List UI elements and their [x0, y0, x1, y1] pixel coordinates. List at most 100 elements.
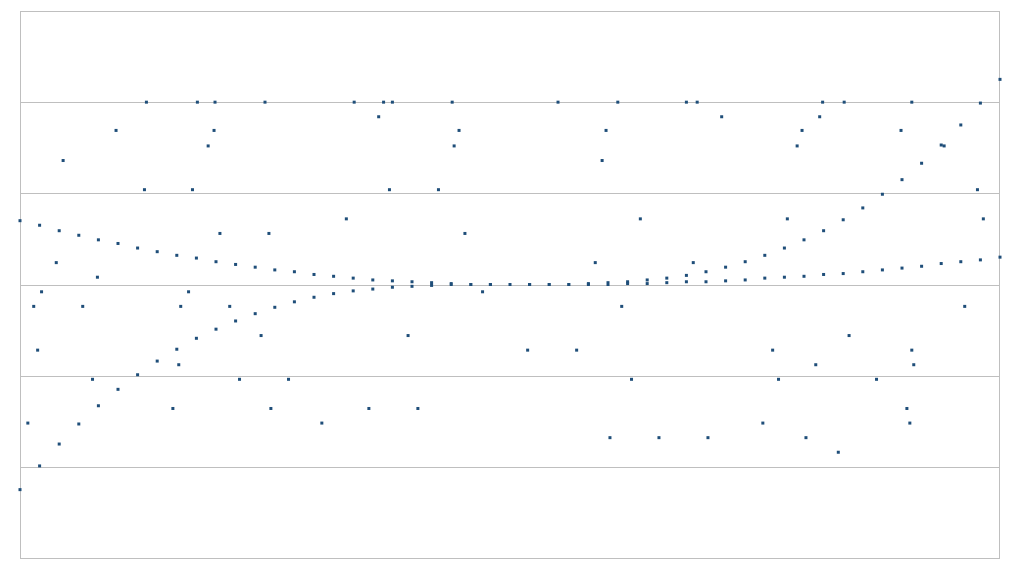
- point: [804, 436, 808, 440]
- point: [18, 488, 22, 492]
- point: [704, 270, 708, 274]
- point: [351, 289, 355, 293]
- point: [390, 100, 394, 104]
- point: [630, 377, 634, 381]
- point: [978, 101, 982, 105]
- point: [942, 144, 946, 148]
- point: [508, 283, 512, 286]
- point: [273, 268, 277, 272]
- point: [194, 256, 198, 260]
- point: [782, 246, 786, 250]
- point: [814, 363, 818, 367]
- point: [836, 450, 840, 454]
- point: [880, 268, 884, 272]
- point: [900, 178, 904, 182]
- point: [430, 283, 434, 287]
- point: [795, 144, 799, 148]
- point: [626, 282, 630, 286]
- point: [177, 363, 181, 367]
- point: [802, 274, 806, 278]
- point: [724, 265, 728, 269]
- point: [351, 276, 355, 280]
- point: [593, 261, 597, 265]
- point: [144, 100, 148, 104]
- point: [900, 266, 904, 270]
- point: [875, 377, 879, 381]
- point: [54, 261, 58, 265]
- point: [95, 275, 99, 279]
- point: [253, 265, 257, 269]
- point: [57, 229, 61, 233]
- point: [785, 217, 789, 221]
- point: [273, 305, 277, 309]
- point: [452, 144, 456, 148]
- point: [665, 276, 669, 280]
- point: [136, 373, 140, 377]
- point: [488, 283, 492, 286]
- point: [179, 304, 183, 308]
- point: [332, 292, 336, 296]
- point: [312, 272, 316, 276]
- point: [939, 262, 943, 266]
- point: [684, 100, 688, 104]
- point: [684, 273, 688, 277]
- point: [292, 300, 296, 304]
- point: [218, 231, 222, 235]
- point: [175, 347, 179, 351]
- point: [267, 231, 271, 235]
- point: [212, 128, 216, 132]
- point: [600, 159, 604, 163]
- point: [880, 192, 884, 196]
- point: [657, 436, 661, 440]
- point: [684, 280, 688, 284]
- point: [528, 283, 532, 286]
- point: [626, 280, 630, 284]
- point: [263, 100, 267, 104]
- point: [406, 334, 410, 338]
- point: [195, 100, 199, 104]
- point: [114, 128, 118, 132]
- point: [81, 304, 85, 308]
- point: [763, 276, 767, 280]
- point: [547, 283, 551, 286]
- point: [822, 229, 826, 233]
- point: [61, 159, 65, 163]
- point: [899, 128, 903, 132]
- point: [430, 281, 434, 285]
- point: [18, 219, 22, 223]
- point: [818, 115, 822, 119]
- point: [332, 274, 336, 278]
- point: [371, 287, 375, 291]
- point: [691, 261, 695, 265]
- point: [998, 255, 1002, 259]
- point: [136, 246, 140, 250]
- point: [910, 348, 914, 352]
- point: [38, 464, 42, 468]
- point: [175, 253, 179, 257]
- point: [575, 348, 579, 352]
- point: [822, 272, 826, 276]
- point: [567, 283, 571, 286]
- point: [981, 217, 985, 221]
- point: [116, 241, 120, 245]
- point: [724, 279, 728, 283]
- point: [638, 217, 642, 221]
- point: [608, 436, 612, 440]
- point: [847, 334, 851, 338]
- point: [695, 100, 699, 104]
- point: [782, 275, 786, 279]
- point: [771, 348, 775, 352]
- point: [706, 436, 710, 440]
- point: [371, 278, 375, 282]
- point: [352, 100, 356, 104]
- point: [344, 217, 348, 221]
- point: [905, 406, 909, 410]
- point: [77, 422, 81, 426]
- point: [645, 282, 649, 286]
- point: [269, 406, 273, 410]
- point: [908, 421, 912, 425]
- point: [116, 387, 120, 391]
- point: [912, 363, 916, 367]
- point: [155, 359, 159, 363]
